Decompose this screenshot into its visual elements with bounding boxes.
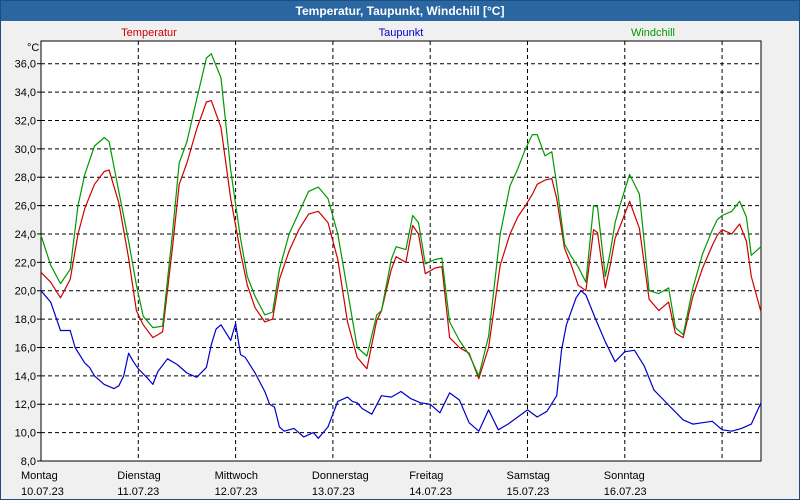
x-tick-day: Donnerstag bbox=[312, 470, 369, 482]
y-tick-label: 18,0 bbox=[15, 314, 36, 326]
y-tick-label: 36,0 bbox=[15, 59, 36, 71]
x-tick-day: Dienstag bbox=[117, 470, 160, 482]
x-tick-date: 16.07.23 bbox=[604, 486, 647, 498]
y-axis-label: °C bbox=[27, 42, 39, 54]
y-tick-label: 20,0 bbox=[15, 286, 36, 298]
series-line-windchill bbox=[40, 53, 762, 377]
y-tick-label: 32,0 bbox=[15, 115, 36, 127]
x-tick-date: 14.07.23 bbox=[409, 486, 452, 498]
legend-entry-temperatur: Temperatur bbox=[121, 27, 177, 39]
y-tick-label: 10,0 bbox=[15, 428, 36, 440]
x-tick-day: Sonntag bbox=[604, 470, 645, 482]
y-tick-label: 16,0 bbox=[15, 342, 36, 354]
y-tick-label: 24,0 bbox=[15, 229, 36, 241]
grid bbox=[41, 41, 761, 461]
window-title: Temperatur, Taupunkt, Windchill [°C] bbox=[1, 1, 799, 21]
series-line-temperatur bbox=[40, 99, 762, 380]
y-tick-label: 8,0 bbox=[21, 456, 36, 468]
x-tick-day: Mittwoch bbox=[215, 470, 258, 482]
y-tick-label: 14,0 bbox=[15, 371, 36, 383]
x-tick-day: Freitag bbox=[409, 470, 443, 482]
axes-layer: 8,0 10,0 12,0 14,0 16,0 18,0 20,0 22,0 24,0 26,0 2… bbox=[15, 42, 647, 498]
y-tick-label: 28,0 bbox=[15, 172, 36, 184]
series-layer bbox=[40, 53, 762, 439]
y-tick-label: 30,0 bbox=[15, 144, 36, 156]
x-tick-day: Samstag bbox=[506, 470, 549, 482]
y-tick-label: 34,0 bbox=[15, 87, 36, 99]
x-tick-date: 11.07.23 bbox=[117, 486, 159, 498]
legend-entry-taupunkt: Taupunkt bbox=[379, 27, 424, 39]
x-tick-date: 12.07.23 bbox=[215, 486, 258, 498]
y-tick-label: 22,0 bbox=[15, 257, 36, 269]
plot-area bbox=[40, 40, 762, 462]
x-tick-date: 10.07.23 bbox=[21, 486, 64, 498]
chart: 8,0 10,0 12,0 14,0 16,0 18,0 20,0 22,0 24,0 26,0 2… bbox=[15, 27, 762, 498]
legend-entry-windchill: Windchill bbox=[631, 27, 675, 39]
x-tick-date: 15.07.23 bbox=[506, 486, 549, 498]
x-tick-day: Montag bbox=[21, 470, 58, 482]
y-tick-label: 12,0 bbox=[15, 399, 36, 411]
legend: Temperatur Taupunkt Windchill bbox=[121, 27, 675, 39]
y-tick-label: 26,0 bbox=[15, 201, 36, 213]
x-tick-date: 13.07.23 bbox=[312, 486, 355, 498]
series-line-taupunkt bbox=[40, 290, 762, 439]
